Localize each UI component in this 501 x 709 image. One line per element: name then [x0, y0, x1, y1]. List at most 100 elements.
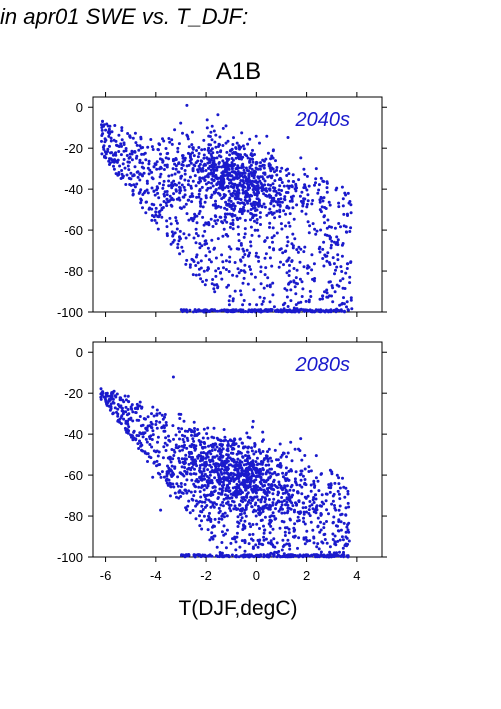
scatter-point [257, 449, 261, 453]
scatter-point [183, 169, 187, 172]
scatter-point [308, 224, 312, 228]
scatter-point [194, 264, 198, 267]
scatter-point [257, 259, 261, 263]
scatter-point [226, 455, 230, 459]
scatter-point [336, 238, 340, 242]
scatter-point [317, 188, 321, 192]
scatter-point [333, 226, 337, 230]
scatter-point [162, 200, 166, 203]
scatter-point [192, 163, 196, 167]
scatter-point [224, 259, 228, 263]
scatter-point [164, 147, 168, 150]
scatter-point [283, 197, 286, 201]
scatter-point [127, 400, 131, 404]
scatter-point [112, 167, 116, 171]
scatter-point [175, 227, 179, 231]
scatter-point [183, 188, 187, 192]
scatter-point [342, 296, 345, 300]
scatter-point [104, 399, 108, 403]
scatter-point [221, 447, 225, 451]
scatter-point [279, 464, 283, 468]
scatter-point [321, 257, 325, 260]
scatter-point [309, 483, 313, 487]
scatter-point [144, 200, 148, 204]
scatter-point [307, 298, 311, 302]
scatter-point [280, 227, 284, 231]
scatter-point [176, 146, 180, 150]
scatter-point [120, 138, 124, 142]
scatter-point [207, 181, 211, 184]
scatter-point [185, 164, 189, 168]
scatter-point [233, 438, 237, 442]
scatter-point [138, 431, 142, 435]
scatter-point [261, 300, 265, 303]
scatter-point [212, 159, 216, 163]
scatter-point [127, 168, 131, 172]
scatter-point [287, 269, 291, 273]
scatter-point [100, 126, 104, 129]
scatter-point [140, 152, 144, 156]
scatter-point [163, 413, 167, 416]
scatter-point [300, 485, 304, 489]
scatter-point [180, 427, 184, 431]
scatter-point [159, 508, 163, 512]
scatter-point [340, 512, 344, 516]
scatter-point [214, 199, 217, 203]
scatter-point [338, 486, 342, 490]
scatter-point [285, 174, 289, 177]
scatter-point [165, 204, 169, 208]
scatter-point [284, 191, 288, 194]
scatter-point [262, 192, 266, 196]
scatter-point [282, 552, 286, 556]
scatter-point [242, 205, 246, 209]
scatter-point [134, 141, 138, 145]
scatter-point [290, 501, 294, 505]
scatter-point [134, 156, 138, 160]
scatter-point [213, 140, 217, 144]
scatter-point [261, 450, 265, 453]
scatter-point [261, 309, 265, 313]
scatter-point [286, 310, 290, 314]
scatter-point [249, 211, 253, 215]
scatter-point [188, 452, 192, 456]
scatter-point [194, 472, 198, 476]
scatter-point [260, 188, 264, 192]
scatter-point [204, 163, 207, 167]
scatter-point [245, 431, 249, 435]
scatter-point [194, 517, 198, 521]
scatter-point [165, 477, 169, 481]
scatter-point [123, 394, 127, 398]
scatter-point [278, 442, 282, 446]
scatter-point [313, 227, 317, 231]
scatter-point [300, 469, 304, 473]
scatter-point [268, 245, 272, 249]
scatter-point [239, 293, 243, 297]
scatter-point [275, 166, 279, 169]
scatter-point [185, 446, 189, 450]
scatter-point [331, 256, 335, 260]
scatter-point [147, 172, 151, 176]
scatter-point [265, 236, 269, 240]
scatter-point [221, 480, 225, 484]
scatter-point [255, 456, 259, 460]
scatter-point [204, 169, 208, 172]
scatter-point [263, 256, 267, 260]
scatter-point [310, 202, 314, 206]
scatter-point [194, 485, 198, 489]
scatter-point [302, 516, 305, 520]
scatter-point [227, 245, 231, 249]
scatter-point [236, 247, 240, 251]
scatter-point [249, 208, 253, 211]
scatter-point [344, 530, 348, 534]
scatter-point [121, 398, 125, 402]
scatter-point [145, 440, 149, 444]
scatter-point [208, 449, 212, 453]
scatter-point [250, 174, 254, 178]
scatter-point [209, 186, 213, 190]
scatter-point [183, 483, 187, 486]
scatter-point [253, 200, 257, 204]
scatter-point [231, 464, 235, 468]
scatter-point [285, 500, 289, 504]
scatter-point [180, 245, 184, 249]
scatter-point [247, 472, 251, 476]
